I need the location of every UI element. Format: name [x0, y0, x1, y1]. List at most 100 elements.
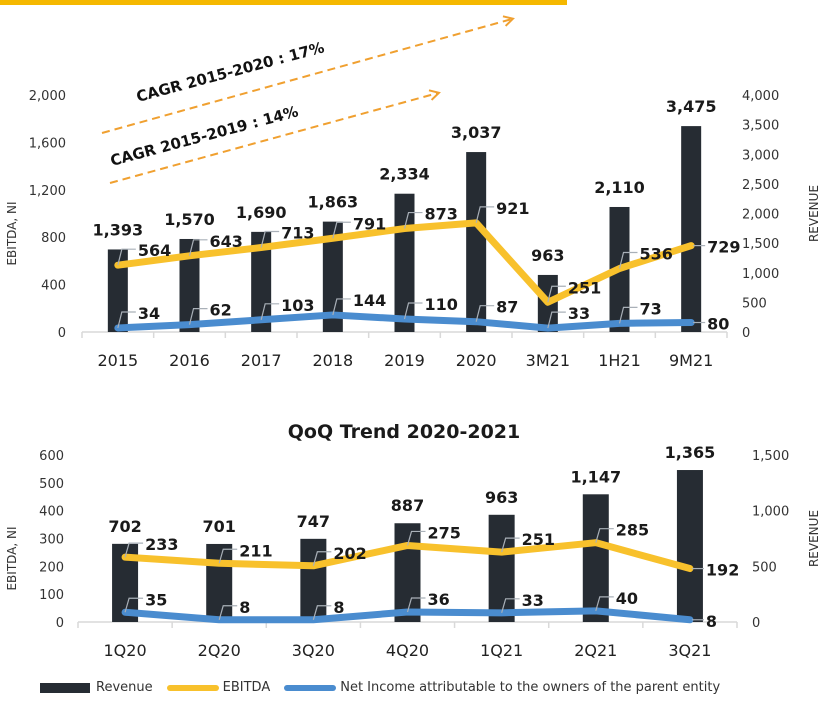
revenue-data-label: 887	[391, 496, 424, 515]
y-tick-label-left: 100	[39, 588, 64, 603]
legend-label-net-income: Net Income attributable to the owners of…	[340, 680, 721, 695]
cagr-2015-2019-arrow	[109, 93, 438, 184]
leader-line	[117, 248, 136, 266]
leader-line	[117, 311, 136, 329]
ebitda-data-label: 233	[145, 535, 178, 554]
leader-line	[124, 597, 144, 613]
revenue-data-label: 3,475	[666, 97, 717, 116]
leader-line	[332, 298, 351, 316]
leader-line	[475, 206, 495, 224]
leader-line	[218, 605, 238, 620]
cagr-2015-2019-label: CAGR 2015-2019 : 14%	[108, 102, 300, 170]
net-income-data-label: 34	[138, 304, 160, 323]
y-axis-title-left: EBITDA, NI	[5, 526, 19, 590]
ebitda-data-label: 921	[496, 199, 529, 218]
revenue-data-label: 1,147	[570, 467, 621, 486]
x-tick-label: 3Q21	[668, 641, 711, 660]
y-tick-label-left: 600	[39, 449, 64, 464]
net-income-data-label: 62	[210, 301, 232, 320]
leader-line	[188, 239, 208, 256]
revenue-bar	[466, 152, 487, 332]
legend-label-ebitda: EBITDA	[222, 680, 271, 695]
legend-item-ebitda: EBITDA	[166, 680, 271, 695]
net-income-data-label: 80	[707, 315, 729, 334]
legend-swatch-ebitda	[166, 684, 219, 691]
y-tick-label-left: 1,200	[29, 184, 66, 199]
net-income-data-label: 35	[145, 590, 167, 609]
y-tick-label-right: 2,500	[742, 178, 779, 193]
ebitda-data-label: 713	[281, 224, 314, 243]
x-tick-label: 2019	[384, 351, 425, 370]
revenue-bar	[251, 231, 272, 332]
legend-label-revenue: Revenue	[96, 680, 153, 695]
leader-line	[124, 542, 144, 558]
y-tick-label-left: 0	[56, 616, 64, 631]
cagr-2015-2020-arrow	[101, 19, 512, 134]
x-tick-label: 2017	[241, 351, 282, 370]
leader-line	[547, 311, 566, 329]
leader-line	[618, 306, 638, 324]
net-income-data-label: 73	[640, 299, 662, 318]
legend: Revenue EBITDA Net Income attributable t…	[40, 680, 734, 695]
y-tick-label-left: 200	[39, 560, 64, 575]
revenue-bar	[300, 538, 327, 622]
net-income-data-label: 103	[281, 296, 314, 315]
y-axis-title-right: REVENUE	[807, 510, 821, 567]
y-tick-label-left: 400	[41, 279, 66, 294]
y-tick-label-right: 1,000	[742, 267, 779, 282]
x-tick-label: 9M21	[669, 351, 713, 370]
header-accent-bar	[0, 0, 567, 5]
net-income-data-label: 8	[239, 598, 250, 617]
y-tick-label-left: 1,600	[29, 136, 66, 151]
revenue-data-label: 963	[531, 246, 564, 265]
revenue-data-label: 963	[485, 488, 518, 507]
revenue-bar	[488, 514, 515, 622]
y-tick-label-left: 400	[39, 505, 64, 520]
net-income-data-label: 40	[616, 589, 638, 608]
qoq-chart-title: QoQ Trend 2020-2021	[288, 421, 521, 443]
leader-line	[618, 251, 638, 269]
revenue-bar	[394, 193, 415, 332]
y-tick-label-right: 3,000	[742, 148, 779, 163]
ebitda-data-label: 251	[522, 530, 555, 549]
x-tick-label: 2Q21	[574, 641, 617, 660]
net-income-data-label: 8	[706, 612, 717, 631]
revenue-data-label: 701	[203, 517, 236, 536]
x-tick-label: 2020	[456, 351, 497, 370]
ebitda-data-label: 211	[239, 541, 272, 560]
net-income-data-label: 110	[425, 295, 458, 314]
leader-line	[312, 605, 332, 620]
revenue-data-label: 2,110	[594, 178, 645, 197]
revenue-bar	[107, 249, 128, 332]
x-tick-label: 2016	[169, 351, 210, 370]
qoq-chart: 0 100 200 300 400 500 600 0 500 1,000 1,500 EBITDA,…	[5, 443, 821, 660]
leader-line	[312, 551, 332, 566]
legend-swatch-net-income	[284, 684, 337, 691]
x-tick-label: 2018	[312, 351, 353, 370]
y-tick-label-right: 0	[752, 616, 760, 631]
ebitda-data-label: 729	[707, 238, 740, 257]
revenue-data-label: 2,334	[379, 165, 430, 184]
y-tick-label-right: 1,500	[742, 237, 779, 252]
revenue-data-label: 702	[108, 517, 141, 536]
y-axis-title-left: EBITDA, NI	[5, 201, 19, 265]
revenue-bar	[582, 494, 609, 622]
leader-line	[501, 537, 520, 553]
y-tick-label-right: 4,000	[742, 89, 779, 104]
leader-line	[403, 211, 423, 229]
revenue-bar	[206, 543, 233, 622]
y-tick-label-left: 800	[41, 231, 66, 246]
revenue-data-label: 1,365	[665, 443, 716, 462]
y-tick-label-right: 1,000	[752, 505, 789, 520]
ebitda-data-label: 285	[616, 521, 649, 540]
y-tick-label-left: 300	[39, 533, 64, 548]
x-tick-label: 1Q21	[480, 641, 523, 660]
leader-line	[260, 303, 280, 320]
y-tick-label-left: 2,000	[29, 89, 66, 104]
revenue-bar	[394, 523, 421, 622]
net-income-data-label: 33	[522, 591, 544, 610]
y-tick-label-left: 0	[58, 326, 66, 341]
revenue-bar	[676, 470, 703, 622]
y-tick-label-right: 0	[742, 326, 750, 341]
